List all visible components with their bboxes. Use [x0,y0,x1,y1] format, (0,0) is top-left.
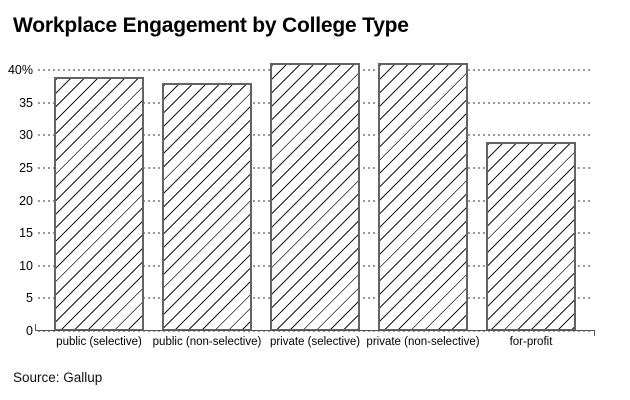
x-axis-right-tick [594,330,595,336]
y-tick-label-5: 5 [26,291,33,306]
y-tick-label-20: 20 [19,193,33,208]
bar-private-non-selective [378,63,468,331]
bar-private-selective [270,63,360,331]
x-axis-left-tick [35,324,36,331]
y-tick-label-0: 0 [26,324,33,338]
bar-public-non-selective [162,83,252,331]
gridline-0 [38,330,593,332]
x-axis-line [35,330,595,331]
y-tick-label-30: 30 [19,128,33,143]
y-tick-label-40: 40% [7,63,33,77]
y-tick-label-10: 10 [19,258,33,273]
x-tick-label-private-selective: private (selective) [269,336,361,348]
y-tick-label-15: 15 [19,226,33,241]
x-tick-label-private-non-selective: private (non-selective) [366,336,480,348]
y-tick-label-25: 25 [19,160,33,175]
x-tick-label-public-non-selective: public (non-selective) [152,336,262,348]
bar-for-profit [486,141,576,331]
y-tick-label-35: 35 [19,95,33,110]
bar-public-selective [54,76,144,331]
source-note: Source: Gallup [13,370,103,385]
chart-title: Workplace Engagement by College Type [13,14,409,37]
x-tick-label-for-profit: for-profit [509,336,553,348]
x-tick-label-public-selective: public (selective) [56,336,142,348]
